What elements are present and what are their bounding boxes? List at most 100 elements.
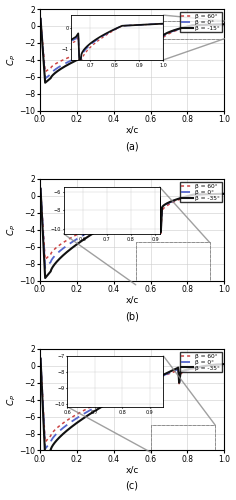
β = 60°: [44, 256, 46, 262]
β = 60°: [165, 203, 168, 209]
β = -35°: [182, 194, 185, 200]
Line: β = -35°: β = -35°: [40, 358, 224, 457]
Text: (b): (b): [125, 311, 139, 321]
β = 0°: [186, 367, 189, 373]
β = 60°: [120, 390, 123, 396]
X-axis label: x/c: x/c: [125, 295, 139, 304]
β = -35°: [44, 454, 46, 460]
β = 60°: [182, 369, 185, 375]
β = 60°: [186, 24, 189, 30]
Line: β = 0°: β = 0°: [40, 18, 224, 78]
β = 0°: [44, 446, 46, 452]
β = -15°: [223, 22, 226, 28]
β = 60°: [113, 214, 116, 220]
β = -35°: [57, 435, 60, 441]
Bar: [151, 425, 215, 452]
β = 60°: [182, 25, 185, 31]
Bar: [151, 425, 215, 452]
β = 0°: [44, 265, 46, 271]
Legend: β = 60°, β = 0°, β = -35°: β = 60°, β = 0°, β = -35°: [180, 182, 222, 203]
β = 60°: [57, 59, 60, 65]
β = 60°: [182, 194, 185, 200]
Y-axis label: $C_P$: $C_P$: [6, 224, 18, 236]
β = 0°: [38, 16, 41, 22]
β = 60°: [57, 242, 60, 248]
β = -15°: [38, 16, 41, 22]
β = -35°: [57, 256, 60, 262]
Line: β = 0°: β = 0°: [40, 358, 224, 449]
Y-axis label: $C_P$: $C_P$: [6, 54, 18, 66]
Line: β = -15°: β = -15°: [40, 18, 224, 82]
Line: β = -35°: β = -35°: [40, 188, 224, 278]
β = 60°: [113, 40, 116, 46]
β = 0°: [186, 24, 189, 30]
Bar: [136, 242, 210, 285]
β = 0°: [165, 201, 168, 207]
β = -35°: [120, 393, 123, 399]
Bar: [154, 21, 224, 38]
Bar: [136, 242, 210, 285]
β = 0°: [57, 64, 60, 70]
β = 60°: [120, 38, 123, 44]
β = 0°: [113, 394, 116, 400]
β = 60°: [38, 355, 41, 361]
β = -15°: [57, 68, 60, 73]
Line: β = 60°: β = 60°: [40, 188, 224, 260]
β = -35°: [38, 355, 41, 361]
β = 60°: [38, 186, 41, 192]
β = 0°: [186, 193, 189, 199]
β = 0°: [38, 186, 41, 192]
β = -35°: [113, 218, 116, 224]
β = 0°: [44, 76, 46, 82]
β = 0°: [120, 38, 123, 44]
Line: β = 0°: β = 0°: [40, 188, 224, 268]
β = -15°: [113, 42, 116, 48]
β = -35°: [186, 366, 189, 372]
β = 60°: [120, 212, 123, 218]
β = -35°: [223, 361, 226, 367]
β = -35°: [38, 186, 41, 192]
β = -15°: [44, 80, 46, 86]
β = 60°: [223, 361, 226, 367]
β = 0°: [182, 24, 185, 30]
β = 0°: [57, 428, 60, 434]
X-axis label: x/c: x/c: [125, 125, 139, 134]
β = -15°: [186, 24, 189, 30]
Line: β = 60°: β = 60°: [40, 358, 224, 442]
β = 60°: [38, 16, 41, 22]
β = 60°: [186, 368, 189, 374]
β = -35°: [165, 370, 168, 376]
β = 0°: [113, 40, 116, 46]
β = 0°: [38, 355, 41, 361]
β = 60°: [44, 68, 46, 74]
β = -35°: [165, 200, 168, 206]
Legend: β = 60°, β = 0°, β = -15°: β = 60°, β = 0°, β = -15°: [180, 12, 222, 32]
X-axis label: x/c: x/c: [125, 465, 139, 474]
β = -15°: [165, 30, 168, 36]
β = -35°: [182, 368, 185, 374]
β = 60°: [223, 22, 226, 28]
β = -35°: [223, 191, 226, 197]
β = 60°: [113, 392, 116, 398]
β = 60°: [165, 372, 168, 378]
Text: (c): (c): [126, 481, 139, 491]
β = 0°: [113, 216, 116, 222]
Line: β = 60°: β = 60°: [40, 18, 224, 72]
β = 0°: [120, 391, 123, 397]
β = 0°: [120, 213, 123, 219]
β = -35°: [186, 193, 189, 199]
Y-axis label: $C_P$: $C_P$: [6, 394, 18, 406]
β = -35°: [120, 214, 123, 220]
β = 60°: [223, 191, 226, 197]
Text: (a): (a): [125, 141, 139, 151]
β = 0°: [57, 249, 60, 255]
β = 0°: [223, 22, 226, 28]
β = 0°: [182, 368, 185, 374]
β = 60°: [165, 32, 168, 38]
Legend: β = 60°, β = 0°, β = -35°: β = 60°, β = 0°, β = -35°: [180, 352, 222, 372]
β = 0°: [165, 30, 168, 36]
β = -35°: [113, 396, 116, 402]
β = 60°: [186, 194, 189, 200]
β = 0°: [223, 191, 226, 197]
β = 0°: [165, 371, 168, 377]
